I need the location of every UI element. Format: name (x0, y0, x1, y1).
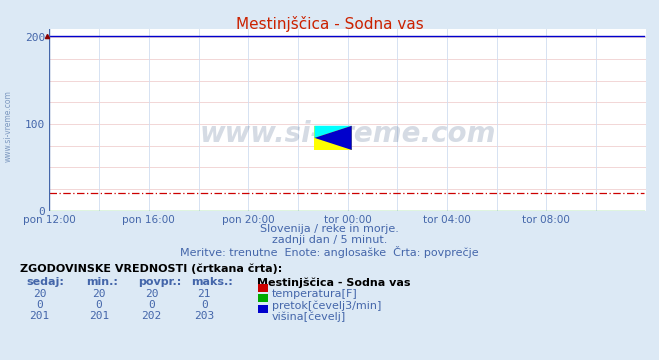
Text: zadnji dan / 5 minut.: zadnji dan / 5 minut. (272, 235, 387, 245)
Text: sedaj:: sedaj: (26, 277, 64, 287)
Polygon shape (314, 126, 352, 150)
Text: Mestinjščica - Sodna vas: Mestinjščica - Sodna vas (236, 16, 423, 32)
Text: min.:: min.: (86, 277, 117, 287)
Text: 201: 201 (30, 311, 49, 321)
Text: 0: 0 (201, 300, 208, 310)
Text: Mestinjščica - Sodna vas: Mestinjščica - Sodna vas (257, 277, 411, 288)
Text: ZGODOVINSKE VREDNOSTI (črtkana črta):: ZGODOVINSKE VREDNOSTI (črtkana črta): (20, 264, 282, 274)
Text: pretok[čevelj3/min]: pretok[čevelj3/min] (272, 300, 381, 311)
Text: 21: 21 (198, 289, 211, 300)
Text: 20: 20 (33, 289, 46, 300)
Text: 203: 203 (194, 311, 214, 321)
Bar (314, 126, 352, 150)
Text: Slovenija / reke in morje.: Slovenija / reke in morje. (260, 224, 399, 234)
Text: 0: 0 (36, 300, 43, 310)
Text: 20: 20 (145, 289, 158, 300)
Text: www.si-vreme.com: www.si-vreme.com (4, 90, 13, 162)
Text: Meritve: trenutne  Enote: anglosaške  Črta: povprečje: Meritve: trenutne Enote: anglosaške Črta… (180, 246, 479, 257)
Text: 0: 0 (148, 300, 155, 310)
Polygon shape (314, 126, 352, 138)
Text: višina[čevelj]: višina[čevelj] (272, 311, 346, 321)
Text: 201: 201 (89, 311, 109, 321)
Text: povpr.:: povpr.: (138, 277, 182, 287)
Text: maks.:: maks.: (191, 277, 233, 287)
Text: 20: 20 (92, 289, 105, 300)
Text: temperatura[F]: temperatura[F] (272, 289, 357, 300)
Text: 202: 202 (142, 311, 161, 321)
Text: www.si-vreme.com: www.si-vreme.com (200, 120, 496, 148)
Text: 0: 0 (96, 300, 102, 310)
